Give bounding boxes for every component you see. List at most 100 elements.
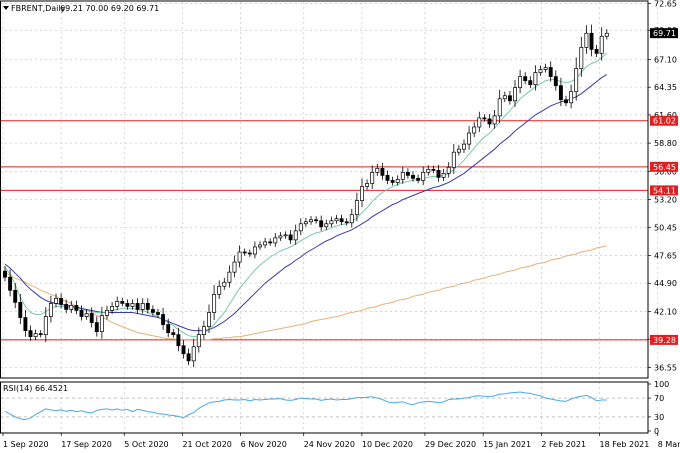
candle-body bbox=[263, 241, 268, 246]
symbol-dropdown-icon[interactable] bbox=[3, 6, 9, 10]
candle bbox=[339, 214, 344, 226]
candle-body bbox=[380, 167, 385, 176]
candle bbox=[354, 192, 359, 222]
candle bbox=[370, 165, 375, 189]
candle bbox=[278, 232, 283, 241]
candle bbox=[242, 248, 247, 256]
candle bbox=[105, 305, 109, 320]
candle bbox=[54, 293, 58, 308]
candle bbox=[441, 168, 446, 181]
candle-body bbox=[589, 32, 594, 50]
level-label: 61.02 bbox=[653, 117, 676, 126]
candle-body bbox=[54, 298, 58, 304]
rsi-line bbox=[4, 391, 607, 421]
candle-body bbox=[385, 175, 390, 181]
candle-body bbox=[74, 305, 79, 311]
candle-body bbox=[416, 178, 421, 181]
candle bbox=[314, 216, 319, 224]
candle bbox=[497, 89, 502, 124]
candle bbox=[523, 72, 528, 85]
candle bbox=[421, 166, 426, 186]
candle bbox=[405, 168, 410, 179]
candle-body bbox=[375, 167, 380, 173]
candle bbox=[395, 175, 400, 186]
price-tick-label: 64.35 bbox=[654, 83, 677, 92]
candle bbox=[196, 327, 201, 353]
candle bbox=[161, 307, 166, 330]
price-tick-label: 61.60 bbox=[654, 111, 677, 120]
candle-body bbox=[8, 276, 13, 291]
candle bbox=[334, 214, 339, 224]
candle bbox=[28, 325, 33, 341]
candle-body bbox=[89, 313, 94, 323]
candle bbox=[145, 298, 150, 314]
candle-body bbox=[319, 220, 324, 228]
candle bbox=[3, 266, 7, 282]
candle bbox=[176, 327, 181, 352]
candle-body bbox=[451, 151, 456, 168]
candle bbox=[426, 165, 431, 176]
candle-body bbox=[161, 314, 166, 325]
candle-body bbox=[222, 281, 227, 287]
candle-body bbox=[171, 332, 176, 336]
candle bbox=[416, 174, 421, 184]
candle bbox=[604, 29, 609, 40]
candle bbox=[411, 171, 415, 182]
rsi-panel-border bbox=[0, 381, 649, 434]
date-tick-label: 10 Dec 2020 bbox=[362, 440, 413, 449]
candle-body bbox=[569, 91, 574, 104]
candle-body bbox=[105, 310, 109, 316]
candle-body bbox=[145, 303, 150, 310]
candle bbox=[120, 297, 125, 307]
candle-body bbox=[405, 172, 410, 176]
candle bbox=[130, 299, 135, 310]
candle-body bbox=[201, 326, 206, 336]
candle bbox=[181, 339, 186, 359]
level-label-box bbox=[650, 115, 678, 126]
candle-body bbox=[252, 246, 257, 255]
candle bbox=[110, 301, 115, 315]
candle bbox=[329, 216, 334, 228]
candle bbox=[375, 163, 380, 176]
candle-body bbox=[181, 345, 186, 355]
candle bbox=[252, 241, 257, 259]
candle-body bbox=[599, 35, 604, 54]
candle-body bbox=[59, 298, 64, 305]
candle-body bbox=[334, 218, 339, 222]
candle-body bbox=[426, 168, 431, 173]
symbol-label: FBRENT,Daily bbox=[11, 4, 66, 13]
candle-body bbox=[314, 219, 319, 222]
level-label: 54.11 bbox=[653, 186, 676, 195]
candle-body bbox=[94, 322, 99, 332]
candle bbox=[125, 299, 130, 310]
candle bbox=[569, 84, 574, 109]
candle-body bbox=[13, 289, 18, 303]
candle-body bbox=[324, 223, 329, 228]
candle bbox=[150, 305, 155, 316]
candles bbox=[3, 24, 609, 368]
candle bbox=[94, 316, 99, 337]
candle-body bbox=[268, 241, 273, 244]
price-tick-label: 53.20 bbox=[654, 196, 677, 205]
candle-body bbox=[293, 230, 298, 241]
rsi-tick-label: 0 bbox=[654, 427, 659, 436]
candle-body bbox=[513, 87, 517, 102]
candle bbox=[533, 65, 538, 91]
candle-body bbox=[339, 218, 344, 223]
candle bbox=[507, 90, 512, 105]
candle-body bbox=[604, 32, 609, 37]
candle bbox=[18, 294, 23, 325]
candle bbox=[222, 277, 227, 290]
date-tick-label: 15 Jan 2021 bbox=[483, 440, 531, 449]
chart-header: FBRENT,Daily 69.21 70.00 69.20 69.71 bbox=[3, 4, 159, 13]
candle-body bbox=[150, 309, 155, 313]
candle bbox=[48, 295, 53, 323]
candle bbox=[513, 80, 517, 107]
candle bbox=[156, 308, 160, 318]
candle-body bbox=[477, 117, 482, 128]
candle-body bbox=[237, 251, 242, 263]
candle-body bbox=[125, 303, 130, 307]
candle bbox=[380, 162, 385, 180]
candle bbox=[186, 348, 191, 366]
candle bbox=[33, 329, 38, 340]
